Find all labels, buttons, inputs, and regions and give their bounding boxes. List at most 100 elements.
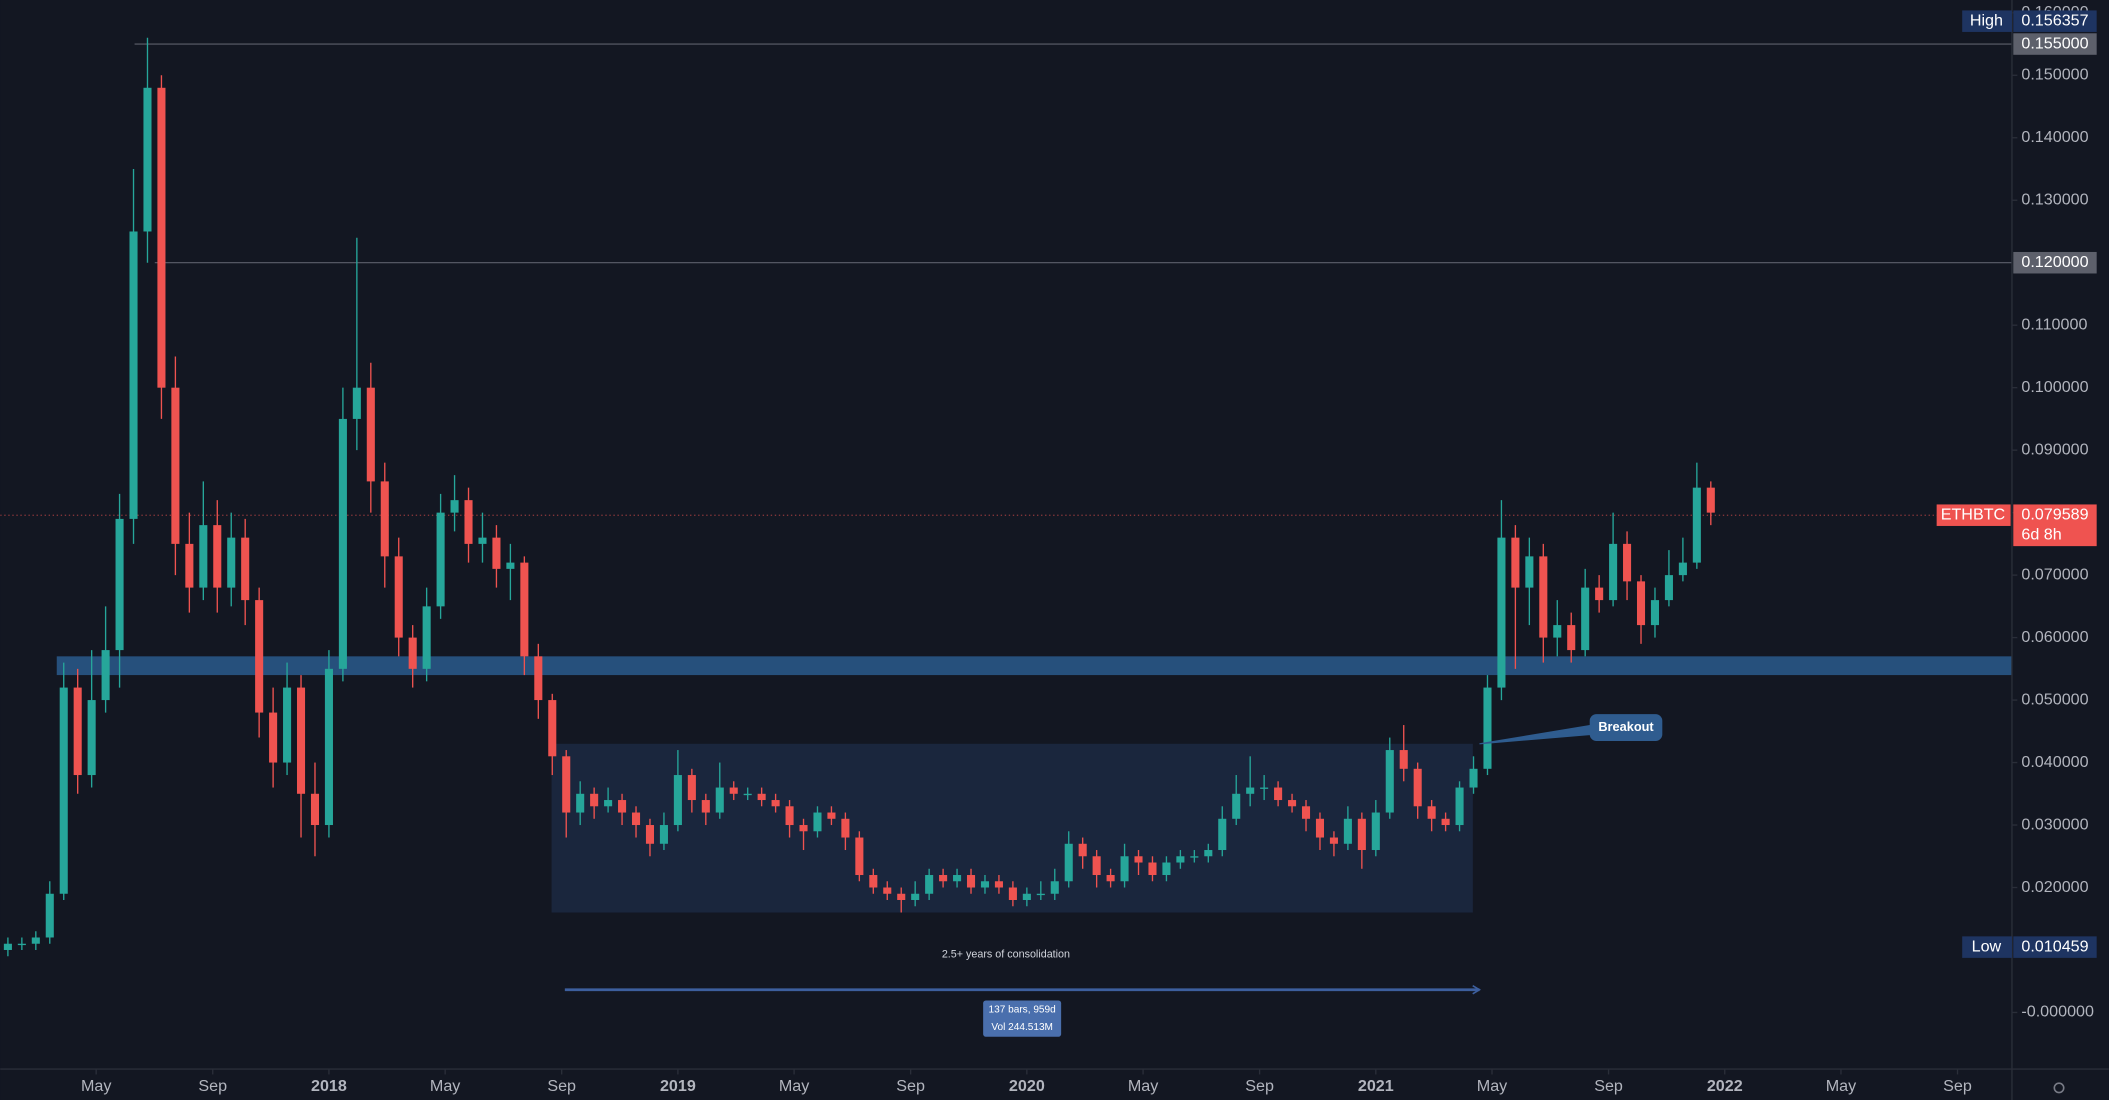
- candle-body: [394, 556, 403, 638]
- y-tick-label: 0.040000: [2021, 753, 2088, 771]
- candle-body: [1469, 768, 1478, 788]
- y-tick-label: 0.130000: [2021, 191, 2088, 209]
- candle-body: [1399, 750, 1408, 769]
- candle-body: [659, 825, 668, 844]
- y-tick-label: 0.110000: [2021, 315, 2087, 333]
- candle-body: [1260, 787, 1269, 789]
- candle-body: [1274, 787, 1283, 801]
- candle-body: [255, 600, 264, 713]
- candle-body: [478, 537, 487, 544]
- candle-body: [757, 793, 766, 801]
- x-tick-label: Sep: [1943, 1077, 1972, 1095]
- candle-body: [1357, 818, 1366, 851]
- candle-body: [185, 543, 194, 588]
- candle-body: [1162, 862, 1171, 876]
- candle-body: [73, 687, 82, 776]
- candle-body: [1441, 818, 1450, 826]
- candle-body: [869, 875, 878, 888]
- candle-body: [687, 775, 696, 801]
- candle-body: [1650, 600, 1660, 626]
- candle-body: [548, 700, 557, 757]
- candle-body: [1581, 587, 1590, 651]
- callout-box: [1589, 714, 1663, 742]
- marker-label-box: [1962, 10, 2012, 32]
- marker-value-box: [2013, 936, 2097, 958]
- candle-body: [380, 481, 389, 557]
- candle-body: [1413, 768, 1422, 807]
- candle-body: [604, 800, 613, 807]
- candle-body: [338, 418, 347, 669]
- candle-body: [618, 800, 627, 813]
- measure-box: [983, 1000, 1062, 1037]
- candle-body: [324, 668, 333, 826]
- x-tick-label: May: [1826, 1077, 1857, 1095]
- x-tick-label: May: [779, 1077, 810, 1095]
- candle-body: [1190, 856, 1199, 858]
- candle-body: [1148, 862, 1157, 876]
- candle-body: [3, 943, 12, 950]
- candle-body: [87, 700, 96, 776]
- candle-body: [1176, 856, 1185, 863]
- candle-body: [729, 787, 738, 794]
- note-text: 2.5+ years of consolidation: [942, 949, 1070, 961]
- candle-body: [911, 893, 920, 901]
- candle-body: [1204, 850, 1213, 857]
- x-tick-label: 2021: [1358, 1077, 1394, 1095]
- y-tick-label: -0.000000: [2021, 1003, 2094, 1021]
- candle-body: [1664, 575, 1673, 601]
- candle-body: [1511, 537, 1520, 588]
- x-tick-label: Sep: [1245, 1077, 1274, 1095]
- y-tick-label: 0.050000: [2021, 690, 2088, 708]
- candle-body: [1609, 543, 1618, 601]
- y-tick-label: 0.070000: [2021, 565, 2088, 583]
- candle-body: [1371, 812, 1380, 851]
- marker-label: Low: [1972, 937, 2002, 955]
- candle-body: [980, 881, 990, 888]
- candle-body: [59, 687, 68, 894]
- candle-body: [771, 800, 780, 807]
- marker-value-box: [2013, 10, 2097, 32]
- candle-body: [408, 637, 417, 669]
- marker-label: High: [1970, 11, 2003, 29]
- marker-value: 0.010459: [2021, 937, 2088, 955]
- zone: [56, 656, 2012, 676]
- x-tick-label: 2018: [311, 1077, 347, 1095]
- candle-body: [492, 537, 501, 569]
- candle-body: [1022, 893, 1031, 901]
- x-tick-label: Sep: [1594, 1077, 1623, 1095]
- candle-body: [1427, 806, 1436, 819]
- y-tick-label: 0.140000: [2021, 128, 2088, 146]
- candle-body: [520, 562, 529, 657]
- candle-body: [1497, 537, 1506, 688]
- candle-body: [1301, 806, 1311, 819]
- candle-body: [1134, 856, 1143, 863]
- x-tick-label: Sep: [547, 1077, 576, 1095]
- candle-body: [1050, 881, 1059, 894]
- candle-body: [213, 525, 222, 588]
- candle-body: [994, 881, 1003, 888]
- candle-body: [366, 387, 375, 482]
- candle-body: [1483, 687, 1492, 769]
- x-tick-label: May: [1128, 1077, 1159, 1095]
- candle-body: [925, 875, 934, 894]
- candle-body: [645, 825, 655, 844]
- candle-body: [1385, 750, 1394, 813]
- candle-body: [1232, 793, 1241, 819]
- marker-value: 0.156357: [2021, 11, 2088, 29]
- x-tick-label: 2020: [1009, 1077, 1045, 1095]
- candle-body: [576, 793, 585, 813]
- candle-body: [115, 518, 124, 651]
- level-badge: [2013, 33, 2097, 55]
- settings-icon[interactable]: [2053, 1082, 2065, 1094]
- candle-body: [897, 893, 906, 901]
- candle-body: [1539, 556, 1548, 638]
- last-price-value: 0.079589: [2021, 505, 2088, 523]
- candle-body: [1553, 625, 1562, 638]
- settings-gear[interactable]: [2053, 1082, 2065, 1094]
- candle-body: [841, 818, 850, 838]
- level-badge: [2013, 251, 2097, 274]
- y-tick-label: 0.020000: [2021, 878, 2088, 896]
